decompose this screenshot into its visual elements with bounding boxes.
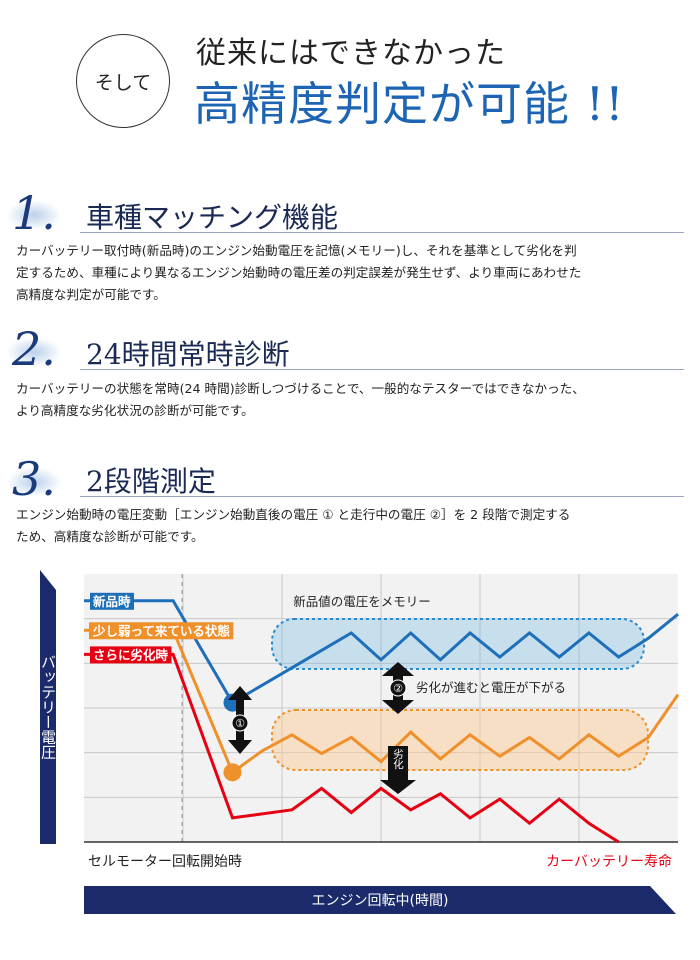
memory-label: 新品値の電圧をメモリー: [293, 594, 431, 609]
section-3-body-line: ため、高精度な診断が可能です。: [16, 529, 204, 544]
section-2-number-swoosh: [6, 337, 62, 367]
section-1-body-line: 高精度な判定が可能です。: [16, 287, 166, 302]
section-3-number: 3.: [12, 452, 56, 506]
point-1-label: ①: [235, 717, 245, 730]
section-3-title: 2段階測定: [86, 465, 216, 498]
section-2-body: カーバッテリーの状態を常時(24 時間)診断しつづけることで、一般的なテスターで…: [16, 378, 688, 422]
x-start-label: セルモーター回転開始時: [88, 854, 242, 870]
section-2-number: 2.: [12, 322, 56, 376]
section-2-body-line: カーバッテリーの状態を常時(24 時間)診断しつづけることで、一般的なテスターで…: [16, 381, 585, 396]
intro-circle-label: そして: [94, 71, 152, 94]
section-1-number-swoosh: [6, 200, 62, 230]
section-3-rule: [80, 496, 684, 497]
degrade-arrow: 劣化: [380, 746, 416, 794]
series-line-1: [84, 628, 680, 775]
weak-value-band: [271, 709, 649, 771]
point-2-label: ②: [393, 682, 403, 695]
section-3-body-line: エンジン始動時の電圧変動［エンジン始動直後の電圧 ① と走行中の電圧 ②］を 2…: [16, 507, 571, 522]
series-low-point-1: [223, 763, 242, 782]
arrow-point-1: ①: [228, 686, 252, 754]
section-2-title: 24時間常時診断: [86, 338, 290, 371]
x-axis-label: エンジン回転中(時間): [312, 893, 449, 909]
x-end-label: カーバッテリー寿命: [546, 853, 672, 870]
section-1-body-line: カーバッテリー取付時(新品時)のエンジン始動電圧を記憶(メモリー)し、それを基準…: [16, 243, 577, 258]
series-label-0: 新品時: [90, 592, 135, 610]
section-2-body-line: より高精度な劣化状況の診断が可能です。: [16, 403, 254, 418]
headline-line2: 高精度判定が可能 !!: [194, 77, 625, 131]
arrow-point-2: ②: [382, 662, 414, 714]
y-axis-bar: [40, 570, 56, 844]
series-label-text-2: さらに劣化時: [93, 647, 169, 662]
degrade-label: 劣化: [392, 748, 404, 771]
x-axis-bar: [84, 886, 676, 914]
section-1-body-line: 定するため、車種により異なるエンジン始動時の電圧差の判定誤差が発生せず、より車両…: [16, 265, 582, 280]
section-1-rule: [80, 232, 684, 233]
section-1-title: 車種マッチング機能: [86, 201, 339, 234]
headline-line1: 従来にはできなかった: [196, 36, 506, 71]
drop-label: 劣化が進むと電圧が下がる: [416, 680, 566, 695]
section-3-body: エンジン始動時の電圧変動［エンジン始動直後の電圧 ① と走行中の電圧 ②］を 2…: [16, 504, 688, 548]
series-label-1: 少し弱って来ている状態: [89, 622, 234, 640]
series-label-text-0: 新品時: [93, 594, 131, 609]
series-line-0: [84, 599, 679, 705]
series-label-2: さらに劣化時: [90, 646, 172, 664]
y-axis-label: バッテリー電圧: [39, 655, 57, 760]
section-2-rule: [80, 369, 684, 370]
intro-circle: そして: [76, 34, 170, 128]
section-3-number-swoosh: [6, 467, 62, 497]
series-line-2: [84, 652, 620, 844]
section-1-body: カーバッテリー取付時(新品時)のエンジン始動電圧を記憶(メモリー)し、それを基準…: [16, 240, 688, 306]
series-label-text-1: 少し弱って来ている状態: [92, 623, 230, 638]
section-1-number: 1.: [12, 186, 56, 240]
